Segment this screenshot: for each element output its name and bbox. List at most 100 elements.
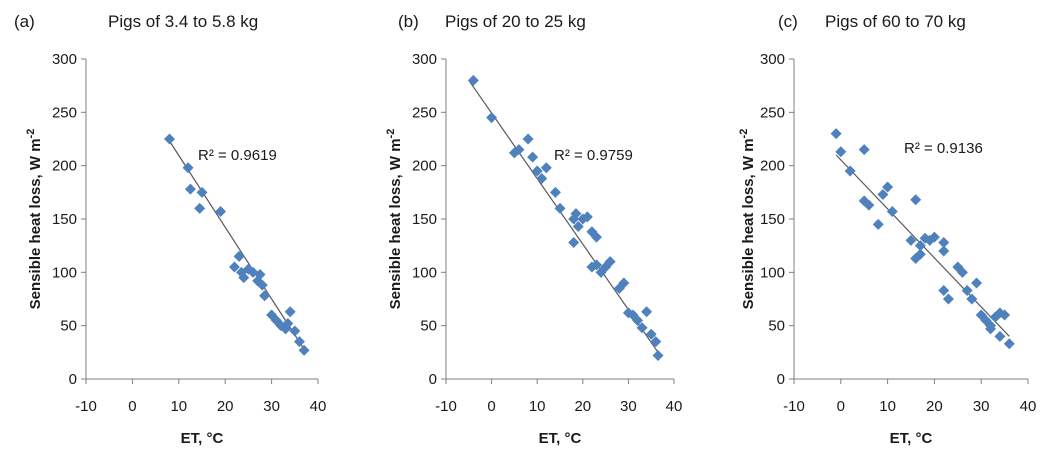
data-point bbox=[554, 202, 566, 214]
y-tick-label: 50 bbox=[768, 318, 785, 335]
chart-title: Pigs of 60 to 70 kg bbox=[825, 12, 966, 31]
data-point bbox=[164, 133, 176, 145]
data-point bbox=[914, 240, 926, 252]
data-point bbox=[282, 318, 294, 330]
data-point bbox=[877, 188, 889, 200]
data-point bbox=[581, 211, 593, 223]
x-axis-label: ET, °C bbox=[539, 430, 582, 447]
data-point bbox=[985, 323, 997, 335]
data-point bbox=[604, 256, 616, 268]
y-tick-label: 0 bbox=[69, 371, 77, 388]
data-point bbox=[938, 236, 950, 248]
data-point bbox=[254, 268, 266, 280]
data-point bbox=[486, 112, 498, 124]
x-tick-label: 10 bbox=[170, 398, 187, 415]
y-tick-label: 0 bbox=[777, 371, 785, 388]
y-tick-label: 150 bbox=[52, 211, 77, 228]
data-point bbox=[467, 74, 479, 86]
data-point bbox=[184, 183, 196, 195]
x-tick-label: 40 bbox=[310, 398, 327, 415]
y-axis-label-text: Sensible heat loss, W m bbox=[740, 138, 757, 309]
y-tick-label: 100 bbox=[412, 264, 437, 281]
x-tick-label: 20 bbox=[217, 398, 234, 415]
y-axis-label: Sensible heat loss, W m-2 bbox=[385, 129, 404, 310]
data-point bbox=[568, 236, 580, 248]
y-tick-label: 200 bbox=[412, 158, 437, 175]
x-axis-label: ET, °C bbox=[890, 430, 933, 447]
y-tick-label: 250 bbox=[412, 104, 437, 121]
data-point bbox=[645, 328, 657, 340]
data-point bbox=[247, 266, 259, 278]
data-point bbox=[238, 272, 250, 284]
chart-panel-2: (c) Pigs of 60 to 70 kg050100150200250300… bbox=[738, 12, 1036, 447]
data-point bbox=[540, 162, 552, 174]
data-point bbox=[256, 279, 268, 291]
y-tick-label: 200 bbox=[760, 158, 785, 175]
data-point bbox=[938, 245, 950, 257]
y-tick-label: 250 bbox=[52, 104, 77, 121]
x-tick-label: 10 bbox=[529, 398, 546, 415]
data-point bbox=[863, 199, 875, 211]
data-point bbox=[910, 194, 922, 206]
x-tick-label: 20 bbox=[926, 398, 943, 415]
y-tick-label: 100 bbox=[52, 264, 77, 281]
data-point bbox=[872, 218, 884, 230]
y-axis-label-text: Sensible heat loss, W m bbox=[387, 138, 404, 309]
y-axis-label-superscript: -2 bbox=[738, 129, 750, 139]
data-point bbox=[652, 350, 664, 362]
y-tick-label: 50 bbox=[420, 318, 437, 335]
x-tick-label: 0 bbox=[128, 398, 136, 415]
y-tick-label: 150 bbox=[760, 211, 785, 228]
x-tick-label: -10 bbox=[75, 398, 97, 415]
data-point bbox=[549, 186, 561, 198]
data-point bbox=[882, 181, 894, 193]
y-tick-label: 300 bbox=[412, 51, 437, 68]
data-point bbox=[632, 314, 644, 326]
data-point bbox=[942, 293, 954, 305]
data-point bbox=[233, 250, 245, 262]
y-tick-label: 150 bbox=[412, 211, 437, 228]
data-point bbox=[182, 162, 194, 174]
panel-tag: (c) bbox=[778, 12, 798, 31]
x-tick-label: 0 bbox=[837, 398, 845, 415]
chart-panel-1: (b) Pigs of 20 to 25 kg050100150200250300… bbox=[385, 12, 682, 447]
data-point bbox=[636, 322, 648, 334]
data-point bbox=[618, 277, 630, 289]
y-tick-label: 50 bbox=[60, 318, 77, 335]
x-tick-label: 40 bbox=[1020, 398, 1037, 415]
data-point bbox=[1003, 338, 1015, 350]
x-tick-label: -10 bbox=[783, 398, 805, 415]
y-tick-label: 300 bbox=[52, 51, 77, 68]
r-squared-label: R² = 0.9759 bbox=[554, 147, 633, 164]
trendline bbox=[169, 140, 305, 350]
data-point bbox=[910, 252, 922, 264]
data-point bbox=[641, 306, 653, 318]
y-tick-label: 250 bbox=[760, 104, 785, 121]
x-axis-label: ET, °C bbox=[181, 430, 224, 447]
chart-panel-0: (a) Pigs of 3.4 to 5.8 kg0501001502002503… bbox=[14, 12, 326, 447]
r-squared-label: R² = 0.9619 bbox=[198, 147, 277, 164]
data-point bbox=[971, 277, 983, 289]
data-point bbox=[938, 284, 950, 296]
data-point bbox=[531, 165, 543, 177]
data-point bbox=[527, 151, 539, 163]
data-point bbox=[259, 290, 271, 302]
y-axis-label-superscript: -2 bbox=[25, 129, 37, 139]
data-point bbox=[956, 266, 968, 278]
y-axis-label-superscript: -2 bbox=[385, 129, 397, 139]
data-point bbox=[194, 202, 206, 214]
data-point bbox=[928, 231, 940, 243]
data-point bbox=[572, 220, 584, 232]
data-point bbox=[536, 172, 548, 184]
y-axis-label: Sensible heat loss, W m-2 bbox=[25, 129, 44, 310]
data-point bbox=[298, 344, 310, 356]
data-point bbox=[905, 234, 917, 246]
x-tick-label: -10 bbox=[435, 398, 457, 415]
data-point bbox=[914, 248, 926, 260]
data-point bbox=[999, 309, 1011, 321]
panel-tag: (b) bbox=[398, 12, 419, 31]
y-axis-label-text: Sensible heat loss, W m bbox=[27, 138, 44, 309]
data-point bbox=[284, 306, 296, 318]
